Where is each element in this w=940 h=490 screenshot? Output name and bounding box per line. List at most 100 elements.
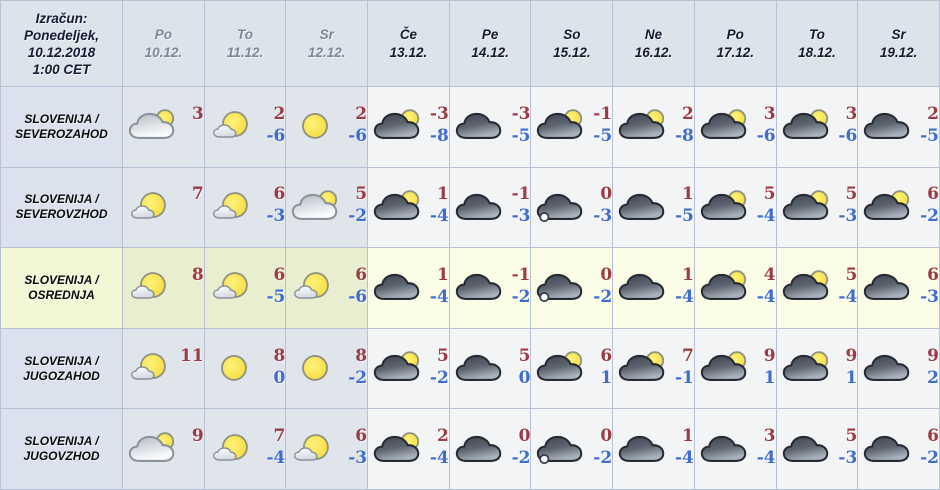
- dark-cloud-sun-icon: [619, 109, 665, 140]
- day-column-header[interactable]: To 11.12.: [204, 1, 287, 87]
- sun-small-cloud-icon: [212, 192, 248, 219]
- day-abbrev: Ne: [644, 26, 663, 42]
- high-temp: 11: [180, 345, 204, 366]
- high-temp: 1: [682, 184, 694, 205]
- day-abbrev: Če: [399, 26, 418, 42]
- temperatures: -3 -5: [504, 103, 531, 147]
- forecast-cell: 2 -4: [368, 409, 450, 490]
- weather-icon-box: [455, 188, 503, 224]
- weather-icon-box: [210, 430, 258, 466]
- weather-icon-box: [210, 107, 258, 143]
- temperatures: 7: [177, 183, 204, 227]
- temperatures: 1 -4: [422, 183, 449, 227]
- dark-cloud-sun-icon: [864, 190, 910, 220]
- high-temp: 5: [518, 345, 531, 366]
- day-column-header[interactable]: Po 17.12.: [694, 1, 777, 87]
- day-column-header[interactable]: Če 13.12.: [368, 1, 450, 87]
- weather-icon-box: [291, 349, 339, 385]
- forecast-cell: 6 -2: [858, 167, 940, 249]
- day-column-header[interactable]: Sr 12.12.: [286, 1, 369, 87]
- day-column-header[interactable]: So 15.12.: [531, 1, 614, 87]
- low-temp: -4: [675, 448, 694, 469]
- weather-icon-box: [618, 430, 666, 466]
- region-label-severozahod[interactable]: SLOVENIJA / SEVEROZAHOD: [1, 87, 123, 168]
- day-column-header[interactable]: Ne 16.12.: [613, 1, 695, 87]
- temperatures: -1 -3: [504, 183, 531, 227]
- temperatures: 1 -5: [667, 183, 694, 227]
- high-temp: -3: [429, 103, 449, 124]
- dark-cloud-icon: [619, 435, 665, 462]
- dark-cloud-sun-icon: [782, 351, 828, 382]
- region-label-jugozahod[interactable]: SLOVENIJA / JUGOZAHOD: [1, 328, 123, 410]
- low-temp: [177, 286, 204, 308]
- weather-icon-box: [455, 107, 503, 143]
- forecast-cell: 4 -4: [694, 248, 777, 329]
- high-temp: 0: [600, 264, 613, 285]
- region-label-severovzhod[interactable]: SLOVENIJA / SEVEROVZHOD: [1, 167, 123, 249]
- high-temp: 9: [191, 426, 204, 447]
- dark-cloud-sun-icon: [700, 190, 747, 220]
- forecast-cell: 2 -5: [858, 87, 940, 168]
- high-temp: 3: [763, 103, 776, 124]
- temperatures: 6 -6: [340, 264, 367, 308]
- weather-icon-box: [536, 268, 584, 304]
- dark-cloud-icon: [864, 355, 910, 382]
- dark-cloud-sun-icon: [373, 109, 420, 140]
- weather-icon-box: [210, 349, 258, 385]
- high-temp: 7: [682, 345, 694, 366]
- weather-icon-box: [618, 268, 666, 304]
- day-column-header[interactable]: Sr 19.12.: [858, 1, 940, 87]
- temperatures: 7 -4: [259, 425, 286, 469]
- forecast-cell: -3 -8: [368, 87, 450, 168]
- weather-icon-box: [618, 107, 666, 143]
- sun-small-cloud-icon: [130, 192, 166, 219]
- high-temp: -3: [511, 103, 531, 124]
- temperatures: 1 -4: [667, 425, 694, 469]
- temperatures: 6 -5: [259, 264, 286, 308]
- high-temp: 5: [845, 426, 858, 447]
- dark-cloud-sun-icon: [373, 431, 420, 462]
- low-temp: 1: [763, 367, 776, 388]
- low-temp: -3: [266, 206, 286, 227]
- high-temp: 8: [191, 264, 204, 285]
- low-temp: -3: [511, 206, 531, 227]
- temperatures: 6 -3: [912, 264, 939, 308]
- forecast-cell: 5 -4: [776, 248, 859, 329]
- day-column-header[interactable]: Pe 14.12.: [449, 1, 532, 87]
- weather-icon-box: [618, 188, 666, 224]
- weather-icon-box: [536, 188, 584, 224]
- day-column-header[interactable]: To 18.12.: [776, 1, 859, 87]
- temperatures: 8 -2: [340, 345, 367, 389]
- forecast-cell: 7 -4: [204, 409, 287, 490]
- day-column-header[interactable]: Po 10.12.: [123, 1, 205, 87]
- forecast-cell: 3 -4: [694, 409, 777, 490]
- temperatures: 6 -3: [340, 425, 367, 469]
- region-label-osrednja[interactable]: SLOVENIJA / OSREDNJA: [1, 248, 123, 329]
- cloud-sun-light-icon: [292, 190, 338, 220]
- weather-icon-box: [128, 188, 176, 224]
- low-temp: -4: [756, 206, 776, 227]
- temperatures: 5 -4: [749, 183, 776, 227]
- weather-icon-box: [455, 349, 503, 385]
- sun-icon: [220, 355, 247, 381]
- weather-icon-box: [128, 268, 176, 304]
- weather-icon-box: [373, 430, 421, 466]
- calculation-header-line: 10.12.2018: [27, 44, 96, 60]
- weather-icon-box: [291, 107, 339, 143]
- dark-cloud-sun-icon: [537, 351, 583, 382]
- weather-icon-box: [700, 349, 748, 385]
- temperatures: 5 -3: [831, 183, 857, 227]
- low-temp: 1: [600, 367, 613, 388]
- sun-small-cloud-icon: [130, 353, 166, 380]
- high-temp: 3: [191, 103, 204, 124]
- high-temp: 8: [355, 345, 368, 366]
- low-temp: -6: [348, 286, 368, 307]
- day-date: 19.12.: [879, 44, 918, 60]
- low-temp: -2: [920, 206, 939, 227]
- day-abbrev: To: [237, 26, 254, 42]
- low-temp: -4: [756, 286, 776, 307]
- region-label-jugovzhod[interactable]: SLOVENIJA / JUGOVZHOD: [1, 409, 123, 490]
